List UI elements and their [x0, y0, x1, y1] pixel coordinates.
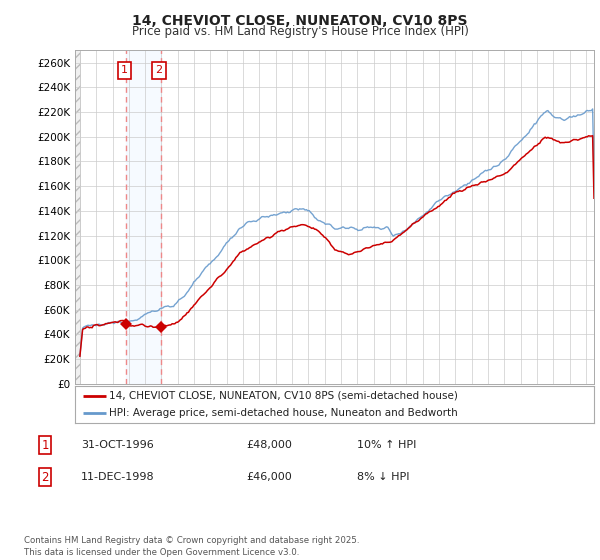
Bar	[126, 50, 161, 384]
Text: HPI: Average price, semi-detached house, Nuneaton and Bedworth: HPI: Average price, semi-detached house,…	[109, 408, 457, 418]
Text: Price paid vs. HM Land Registry's House Price Index (HPI): Price paid vs. HM Land Registry's House …	[131, 25, 469, 38]
Text: 11-DEC-1998: 11-DEC-1998	[81, 472, 155, 482]
Text: 14, CHEVIOT CLOSE, NUNEATON, CV10 8PS: 14, CHEVIOT CLOSE, NUNEATON, CV10 8PS	[132, 14, 468, 28]
Text: 31-OCT-1996: 31-OCT-1996	[81, 440, 154, 450]
Text: Contains HM Land Registry data © Crown copyright and database right 2025.
This d: Contains HM Land Registry data © Crown c…	[24, 536, 359, 557]
Text: 2: 2	[41, 470, 49, 484]
Text: £48,000: £48,000	[246, 440, 292, 450]
Text: 8% ↓ HPI: 8% ↓ HPI	[357, 472, 409, 482]
Text: 1: 1	[121, 66, 128, 76]
Text: £46,000: £46,000	[246, 472, 292, 482]
Text: 10% ↑ HPI: 10% ↑ HPI	[357, 440, 416, 450]
Text: 14, CHEVIOT CLOSE, NUNEATON, CV10 8PS (semi-detached house): 14, CHEVIOT CLOSE, NUNEATON, CV10 8PS (s…	[109, 391, 458, 401]
Text: 2: 2	[155, 66, 163, 76]
Text: 1: 1	[41, 438, 49, 452]
